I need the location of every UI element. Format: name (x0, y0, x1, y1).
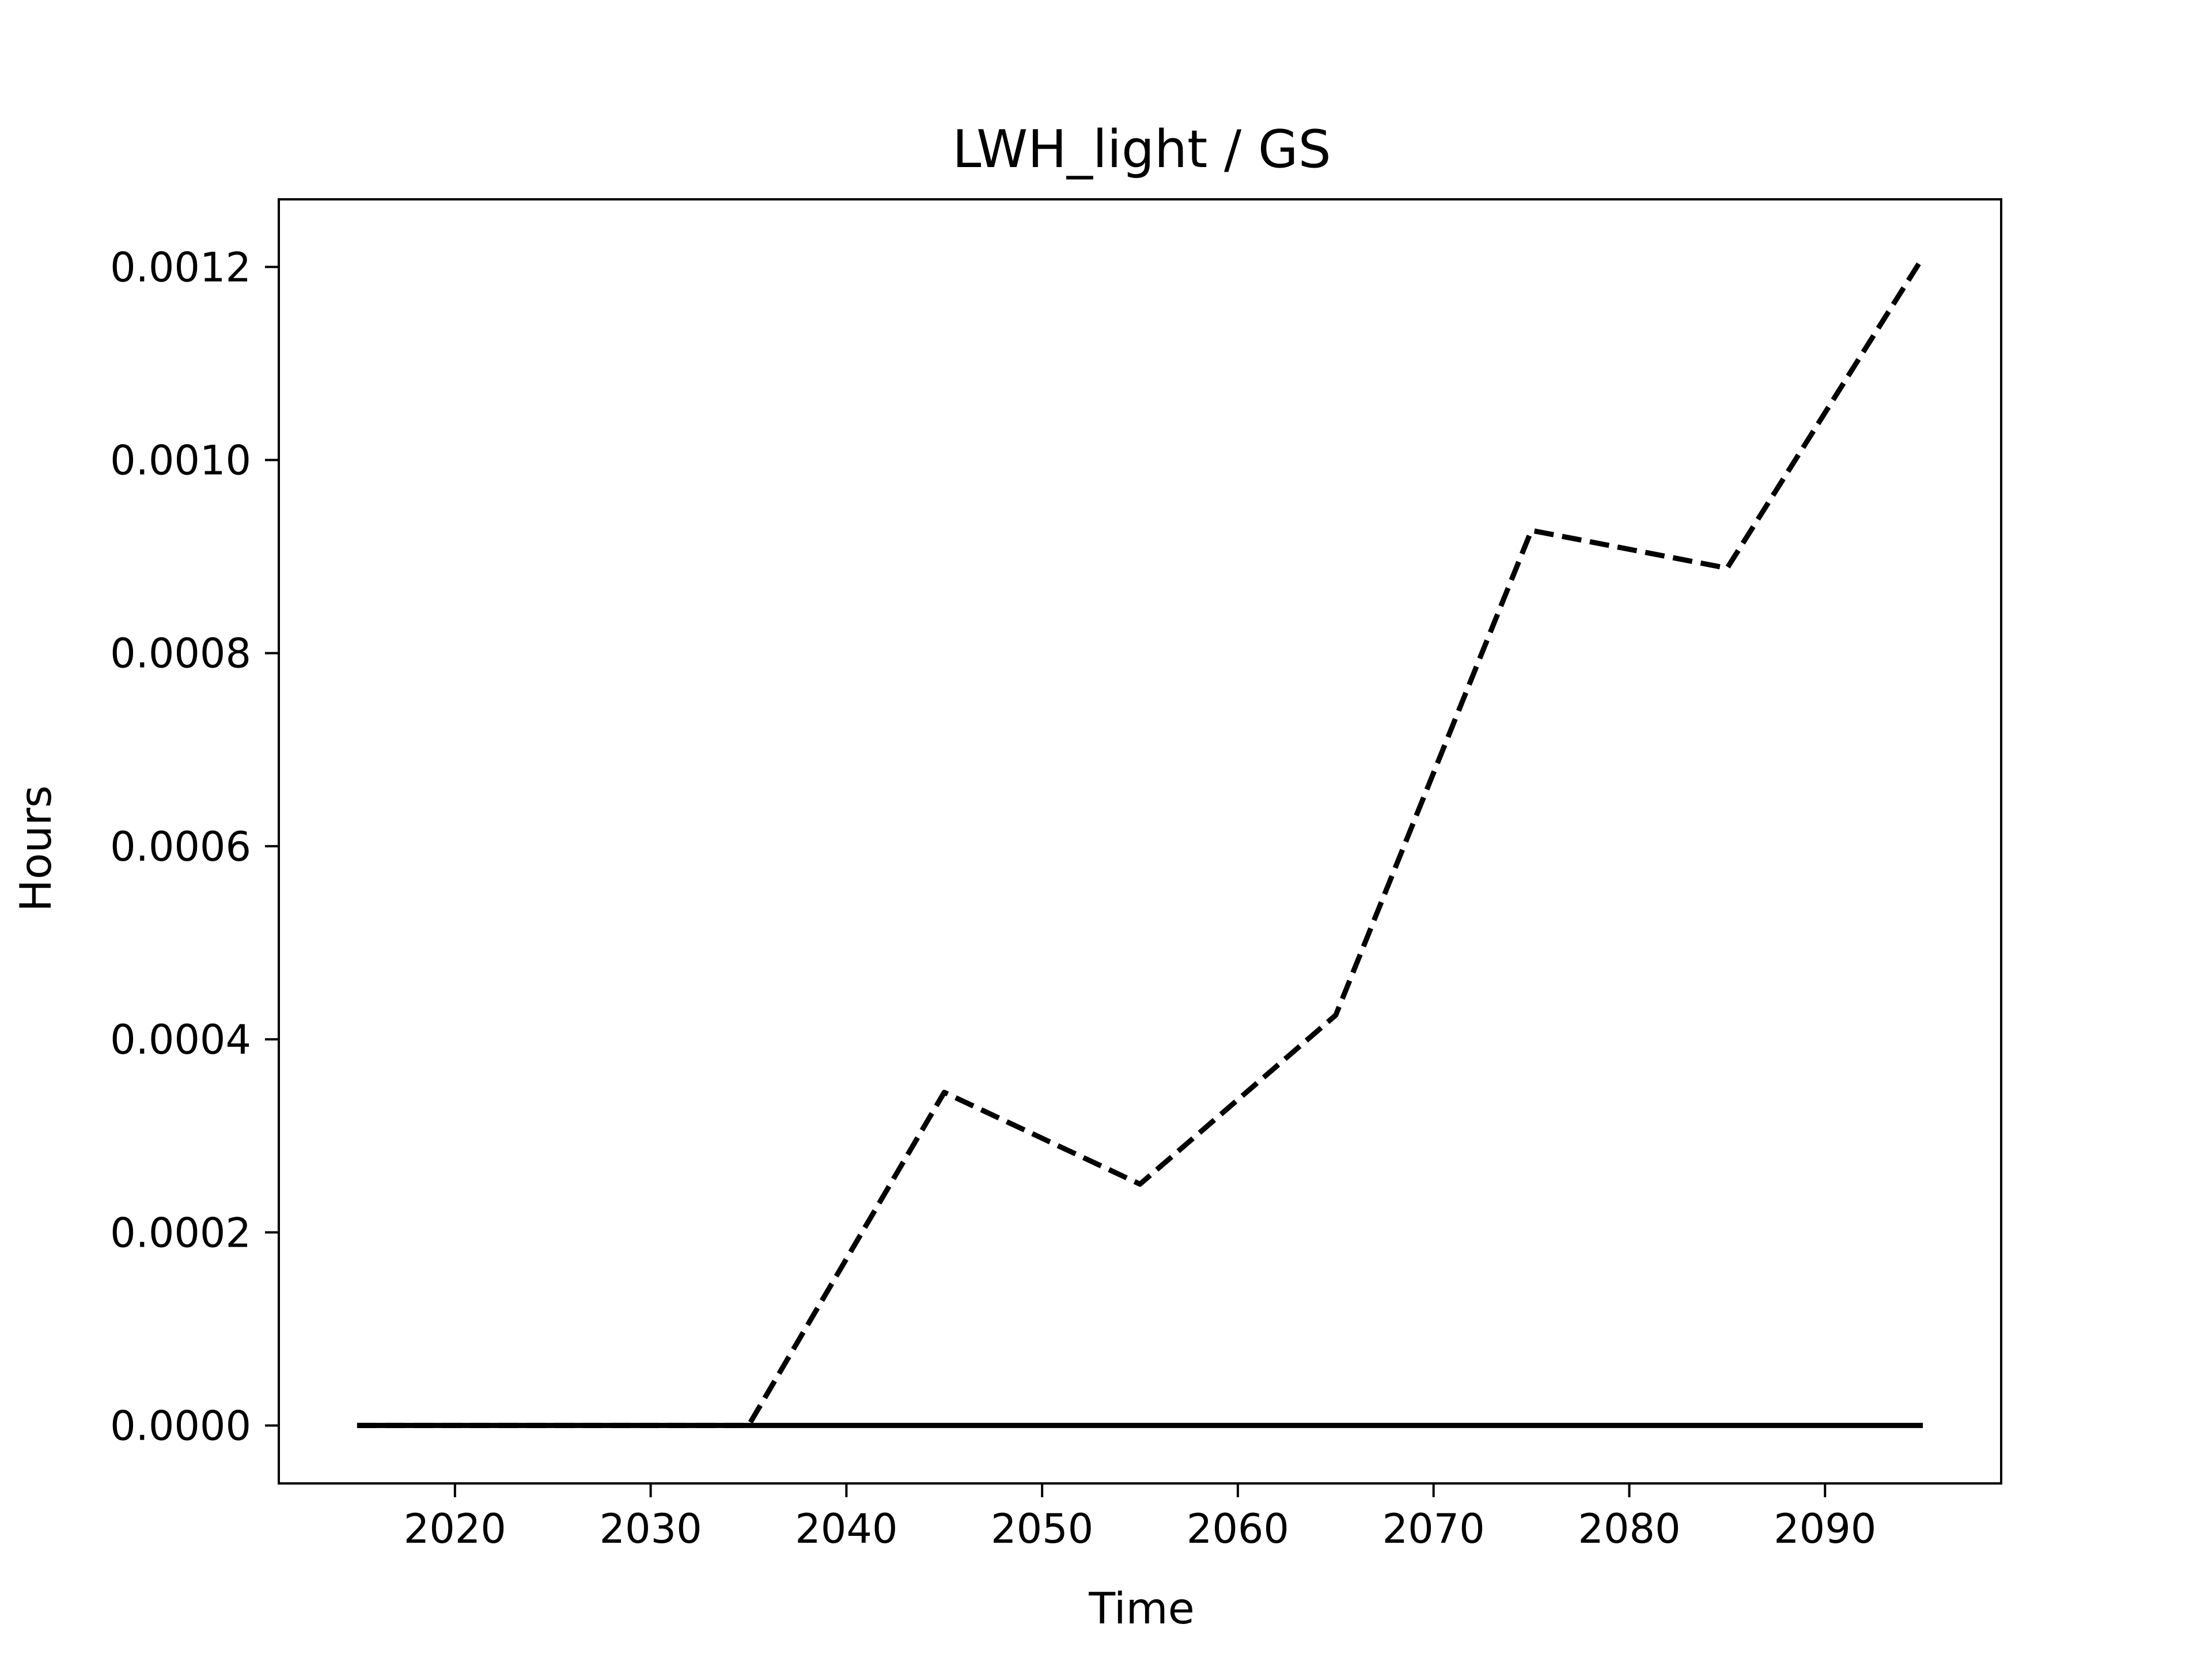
y-tick-label-0.0002: 0.0002 (110, 1209, 251, 1256)
x-tick-label-2030: 2030 (599, 1505, 702, 1553)
x-tick-label-2070: 2070 (1382, 1505, 1485, 1553)
y-tick-label-0.0012: 0.0012 (110, 244, 251, 291)
y-axis-title: Hours (10, 785, 61, 912)
x-tick-label-2050: 2050 (991, 1505, 1093, 1553)
x-tick-label-2090: 2090 (1774, 1505, 1876, 1553)
plot-frame (278, 198, 2002, 1485)
plot-area: 2020 2030 2040 2050 2060 2070 2080 2090 0.0000 0.… (110, 198, 2002, 1553)
y-tick-label-0.0004: 0.0004 (110, 1016, 251, 1063)
y-tick-label-0.0006: 0.0006 (110, 823, 251, 870)
y-tick-label-0.0008: 0.0008 (110, 630, 251, 677)
x-tick-label-2080: 2080 (1578, 1505, 1680, 1553)
y-tick-label-0.0010: 0.0010 (110, 437, 251, 484)
x-tick-label-2060: 2060 (1187, 1505, 1289, 1553)
x-tick-label-2040: 2040 (795, 1505, 897, 1553)
chart-title: LWH_light / GS (952, 119, 1331, 180)
y-tick-label-0.0000: 0.0000 (110, 1402, 251, 1449)
x-tick-label-2020: 2020 (404, 1505, 506, 1553)
x-axis-title: Time (1088, 1583, 1195, 1634)
